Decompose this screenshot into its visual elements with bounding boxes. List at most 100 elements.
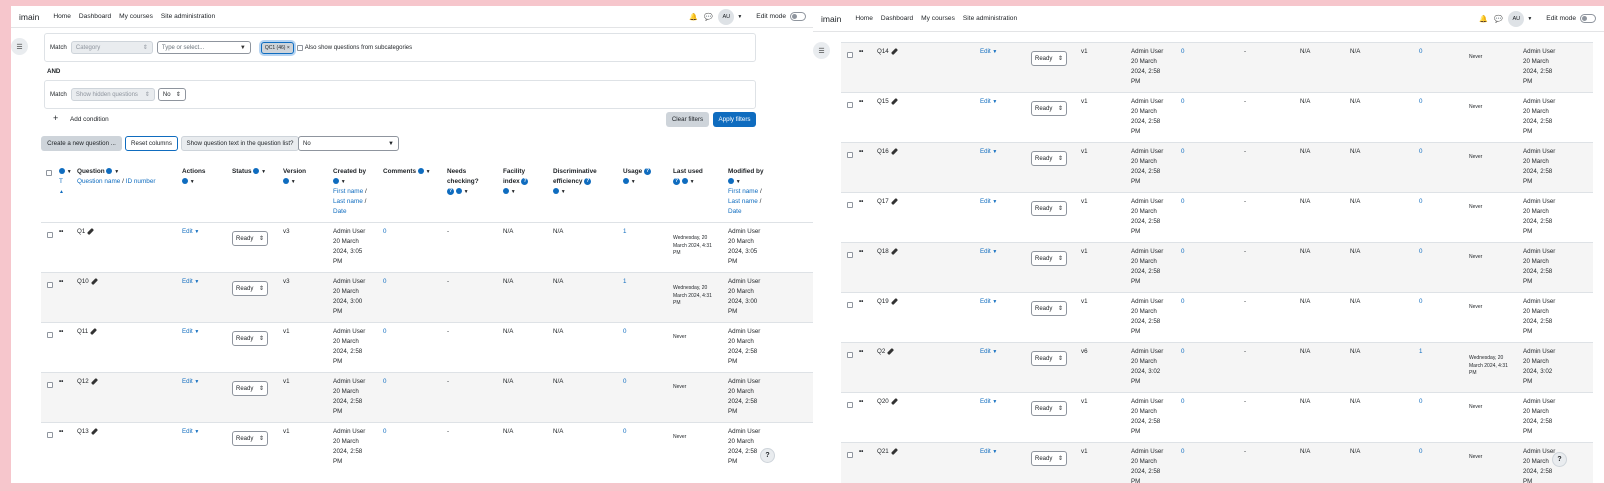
status-select[interactable]: Ready ⇕ bbox=[1031, 301, 1067, 316]
comments-link[interactable]: 0 bbox=[383, 378, 387, 385]
bell-icon[interactable]: 🔔 bbox=[1478, 15, 1488, 23]
status-select[interactable]: Ready ⇕ bbox=[1031, 351, 1067, 366]
edit-menu[interactable]: Edit ▼ bbox=[980, 448, 998, 455]
usage-link[interactable]: 0 bbox=[623, 428, 627, 435]
usage-link[interactable]: 1 bbox=[623, 228, 627, 235]
pencil-icon[interactable] bbox=[890, 397, 898, 405]
pencil-icon[interactable] bbox=[90, 327, 98, 335]
pencil-icon[interactable] bbox=[890, 47, 898, 55]
pencil-icon[interactable] bbox=[87, 227, 95, 235]
nav-dashboard-link[interactable]: Dashboard bbox=[78, 13, 112, 20]
help-icon[interactable]: ? bbox=[584, 177, 592, 185]
status-header[interactable]: Status ▼ bbox=[232, 168, 267, 175]
select-all-checkbox[interactable] bbox=[46, 170, 52, 176]
gear-icon[interactable] bbox=[503, 188, 509, 195]
usage-link[interactable]: 0 bbox=[1419, 248, 1423, 255]
discriminative-efficiency-header[interactable]: Discriminative efficiency ? ▼ bbox=[553, 168, 597, 195]
question-name-cell[interactable]: Q14 bbox=[877, 47, 898, 57]
show-text-select[interactable]: No ▼ bbox=[298, 136, 399, 151]
last-used-header[interactable]: Last used? ▼ bbox=[673, 168, 703, 185]
pencil-icon[interactable] bbox=[90, 427, 98, 435]
usage-link[interactable]: 0 bbox=[1419, 148, 1423, 155]
usage-link[interactable]: 0 bbox=[1419, 398, 1423, 405]
gear-icon[interactable] bbox=[455, 188, 462, 195]
edit-mode-toggle[interactable] bbox=[790, 12, 806, 21]
edit-menu[interactable]: Edit ▼ bbox=[980, 298, 998, 305]
status-select[interactable]: Ready ⇕ bbox=[1031, 401, 1067, 416]
gear-icon[interactable] bbox=[681, 178, 688, 185]
type-select-input[interactable]: Type or select... ▼ bbox=[156, 41, 251, 54]
chevron-down-icon[interactable]: ▼ bbox=[1527, 15, 1533, 22]
question-name-cell[interactable]: Q1 bbox=[77, 227, 95, 237]
hidden-value-select[interactable]: No ⇕ bbox=[157, 88, 186, 101]
pencil-icon[interactable] bbox=[887, 347, 895, 355]
modified-by-header[interactable]: Modified by ▼ First name / Last name / Date bbox=[728, 168, 764, 215]
nav-home-link[interactable]: Home bbox=[855, 15, 873, 22]
comments-link[interactable]: 0 bbox=[1181, 148, 1185, 155]
gear-icon[interactable] bbox=[623, 178, 629, 185]
comments-link[interactable]: 0 bbox=[383, 278, 387, 285]
gear-icon[interactable] bbox=[728, 178, 734, 185]
pencil-icon[interactable] bbox=[890, 247, 898, 255]
gear-icon[interactable] bbox=[333, 178, 339, 185]
usage-link[interactable]: 0 bbox=[1419, 448, 1423, 455]
category-chip[interactable]: QC1 (46) × bbox=[260, 41, 294, 54]
status-select[interactable]: Ready ⇕ bbox=[1031, 51, 1067, 66]
subcategories-checkbox[interactable] bbox=[296, 44, 303, 51]
usage-link[interactable]: 1 bbox=[623, 278, 627, 285]
gear-icon[interactable] bbox=[182, 178, 188, 185]
usage-link[interactable]: 0 bbox=[1419, 48, 1423, 55]
message-icon[interactable]: 💬 bbox=[1493, 15, 1503, 23]
edit-menu[interactable]: Edit ▼ bbox=[980, 48, 998, 55]
gear-icon[interactable] bbox=[253, 168, 260, 175]
site-brand[interactable]: imain bbox=[19, 11, 40, 22]
usage-link[interactable]: 0 bbox=[1419, 198, 1423, 205]
status-select[interactable]: Ready ⇕ bbox=[232, 331, 268, 346]
row-checkbox[interactable] bbox=[847, 252, 853, 258]
status-select[interactable]: Ready ⇕ bbox=[232, 431, 268, 446]
apply-filters-button[interactable]: Apply filters bbox=[713, 112, 756, 127]
edit-menu[interactable]: Edit ▼ bbox=[182, 428, 200, 435]
status-select[interactable]: Ready ⇕ bbox=[1031, 251, 1067, 266]
usage-header[interactable]: Usage ? ▼ bbox=[623, 167, 651, 185]
edit-menu[interactable]: Edit ▼ bbox=[980, 398, 998, 405]
pencil-icon[interactable] bbox=[90, 377, 98, 385]
site-brand[interactable]: imain bbox=[821, 13, 842, 24]
question-header[interactable]: Question ▼ Question name / ID number bbox=[77, 168, 156, 185]
question-name-cell[interactable]: Q11 bbox=[77, 327, 98, 337]
status-select[interactable]: Ready ⇕ bbox=[1031, 201, 1067, 216]
question-name-cell[interactable]: Q13 bbox=[77, 427, 98, 437]
question-name-cell[interactable]: Q17 bbox=[877, 197, 898, 207]
usage-link[interactable]: 0 bbox=[623, 378, 627, 385]
comments-link[interactable]: 0 bbox=[1181, 448, 1185, 455]
help-icon[interactable]: ? bbox=[673, 177, 680, 185]
pencil-icon[interactable] bbox=[890, 447, 898, 455]
edit-menu[interactable]: Edit ▼ bbox=[980, 98, 998, 105]
comments-link[interactable]: 0 bbox=[1181, 198, 1185, 205]
status-select[interactable]: Ready ⇕ bbox=[232, 231, 268, 246]
nav-site-admin-link[interactable]: Site administration bbox=[160, 13, 216, 20]
needs-checking-header[interactable]: Needs checking?? ▼ bbox=[447, 168, 479, 195]
gear-icon[interactable] bbox=[417, 168, 424, 175]
edit-menu[interactable]: Edit ▼ bbox=[182, 378, 200, 385]
row-checkbox[interactable] bbox=[847, 152, 853, 158]
status-select[interactable]: Ready ⇕ bbox=[1031, 101, 1067, 116]
status-select[interactable]: Ready ⇕ bbox=[232, 381, 268, 396]
row-checkbox[interactable] bbox=[847, 202, 853, 208]
comments-header[interactable]: Comments ▼ bbox=[383, 168, 431, 175]
avatar[interactable]: AU bbox=[718, 8, 735, 25]
nav-home-link[interactable]: Home bbox=[53, 13, 71, 20]
gear-icon[interactable] bbox=[59, 168, 65, 175]
gear-icon[interactable] bbox=[553, 188, 559, 195]
question-name-cell[interactable]: Q12 bbox=[77, 377, 98, 387]
edit-menu[interactable]: Edit ▼ bbox=[980, 198, 998, 205]
row-checkbox[interactable] bbox=[847, 52, 853, 58]
created-by-header[interactable]: Created by ▼ First name / Last name / Date bbox=[333, 168, 367, 215]
status-select[interactable]: Ready ⇕ bbox=[232, 281, 268, 296]
comments-link[interactable]: 0 bbox=[1181, 98, 1185, 105]
question-name-cell[interactable]: Q21 bbox=[877, 447, 898, 457]
status-select[interactable]: Ready ⇕ bbox=[1031, 151, 1067, 166]
comments-link[interactable]: 0 bbox=[1181, 248, 1185, 255]
edit-menu[interactable]: Edit ▼ bbox=[182, 328, 200, 335]
help-icon[interactable]: ? bbox=[521, 177, 529, 185]
